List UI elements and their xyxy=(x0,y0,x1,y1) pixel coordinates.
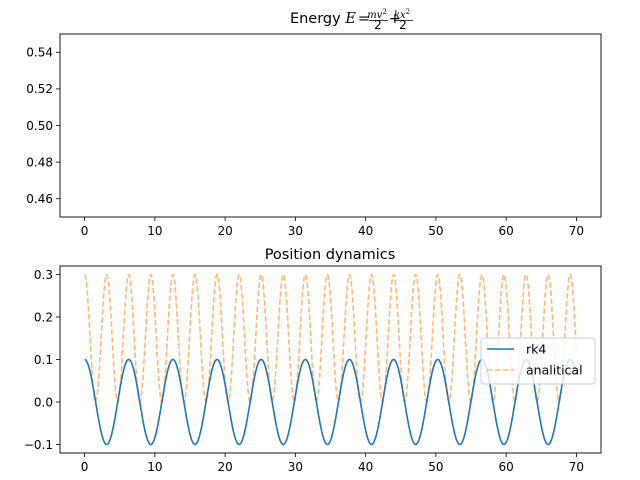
position-x-tick-label: 0 xyxy=(81,460,89,474)
energy-axes-frame xyxy=(59,33,602,218)
energy-x-tick-label: 60 xyxy=(499,224,514,238)
energy-x-tick-label: 10 xyxy=(147,224,162,238)
position-axes-frame xyxy=(59,265,602,454)
position-x-tick-label: 60 xyxy=(499,460,514,474)
kinetic-numerator: mv2 xyxy=(367,8,387,21)
position-title: Position dynamics xyxy=(265,247,396,263)
position-ticks: 0 10 20 30 40 50 60 70 −0.1 0.0 0.1 0.2 0.3 xyxy=(24,268,584,474)
energy-x-tick-label: 0 xyxy=(81,224,89,238)
position-series xyxy=(84,273,578,446)
energy-x-tick-label: 40 xyxy=(358,224,373,238)
legend: rk4 analitical xyxy=(480,337,596,385)
position-x-tick-label: 40 xyxy=(358,460,373,474)
energy-y-tick-label: 0.50 xyxy=(26,119,53,133)
legend-rk4-label: rk4 xyxy=(526,342,546,357)
position-y-tick-label: 0.3 xyxy=(34,268,53,282)
position-x-tick-label: 10 xyxy=(147,460,162,474)
potential-numerator: kx2 xyxy=(394,8,410,21)
position-x-tick-label: 70 xyxy=(569,460,584,474)
kinetic-denominator: 2 xyxy=(374,18,382,32)
series-rk4-line xyxy=(84,358,578,446)
energy-x-tick-label: 20 xyxy=(217,224,232,238)
energy-y-tick-label: 0.54 xyxy=(26,46,53,60)
energy-title-fraction-potential: kx2 2 xyxy=(394,8,413,32)
position-y-tick-label: 0.0 xyxy=(34,395,53,409)
series-analitical-line xyxy=(84,273,578,404)
position-x-tick-label: 20 xyxy=(217,460,232,474)
position-y-tick-label: 0.1 xyxy=(34,353,53,367)
position-x-tick-label: 30 xyxy=(288,460,303,474)
energy-x-tick-label: 50 xyxy=(428,224,443,238)
position-y-tick-label: −0.1 xyxy=(24,438,53,452)
legend-analitical-label: analitical xyxy=(526,363,583,378)
potential-denominator: 2 xyxy=(399,18,407,32)
energy-title-plus: + xyxy=(389,11,401,27)
energy-title-equals: = xyxy=(358,11,370,27)
energy-x-tick-label: 30 xyxy=(288,224,303,238)
position-panel: Position dynamics 0 10 20 30 40 50 60 70 −0.1 0.0… xyxy=(24,247,602,474)
energy-title: Energy E = xyxy=(290,11,370,27)
energy-title-prefix: Energy xyxy=(290,11,345,27)
energy-title-variable: E xyxy=(344,11,356,27)
energy-y-tick-label: 0.46 xyxy=(26,192,53,206)
energy-title-fraction-kinetic: mv2 2 xyxy=(367,8,388,32)
energy-x-tick-label: 70 xyxy=(569,224,584,238)
energy-y-tick-label: 0.52 xyxy=(26,82,53,96)
energy-panel: Energy E = mv2 2 + kx2 2 0 10 20 30 40 50 60 700… xyxy=(26,8,602,238)
position-y-tick-label: 0.2 xyxy=(34,310,53,324)
energy-ticks: 0 10 20 30 40 50 60 70 0.46 0.48 0.50 0.52 0.54 xyxy=(26,46,584,238)
position-x-tick-label: 50 xyxy=(428,460,443,474)
energy-y-tick-label: 0.48 xyxy=(26,155,53,169)
